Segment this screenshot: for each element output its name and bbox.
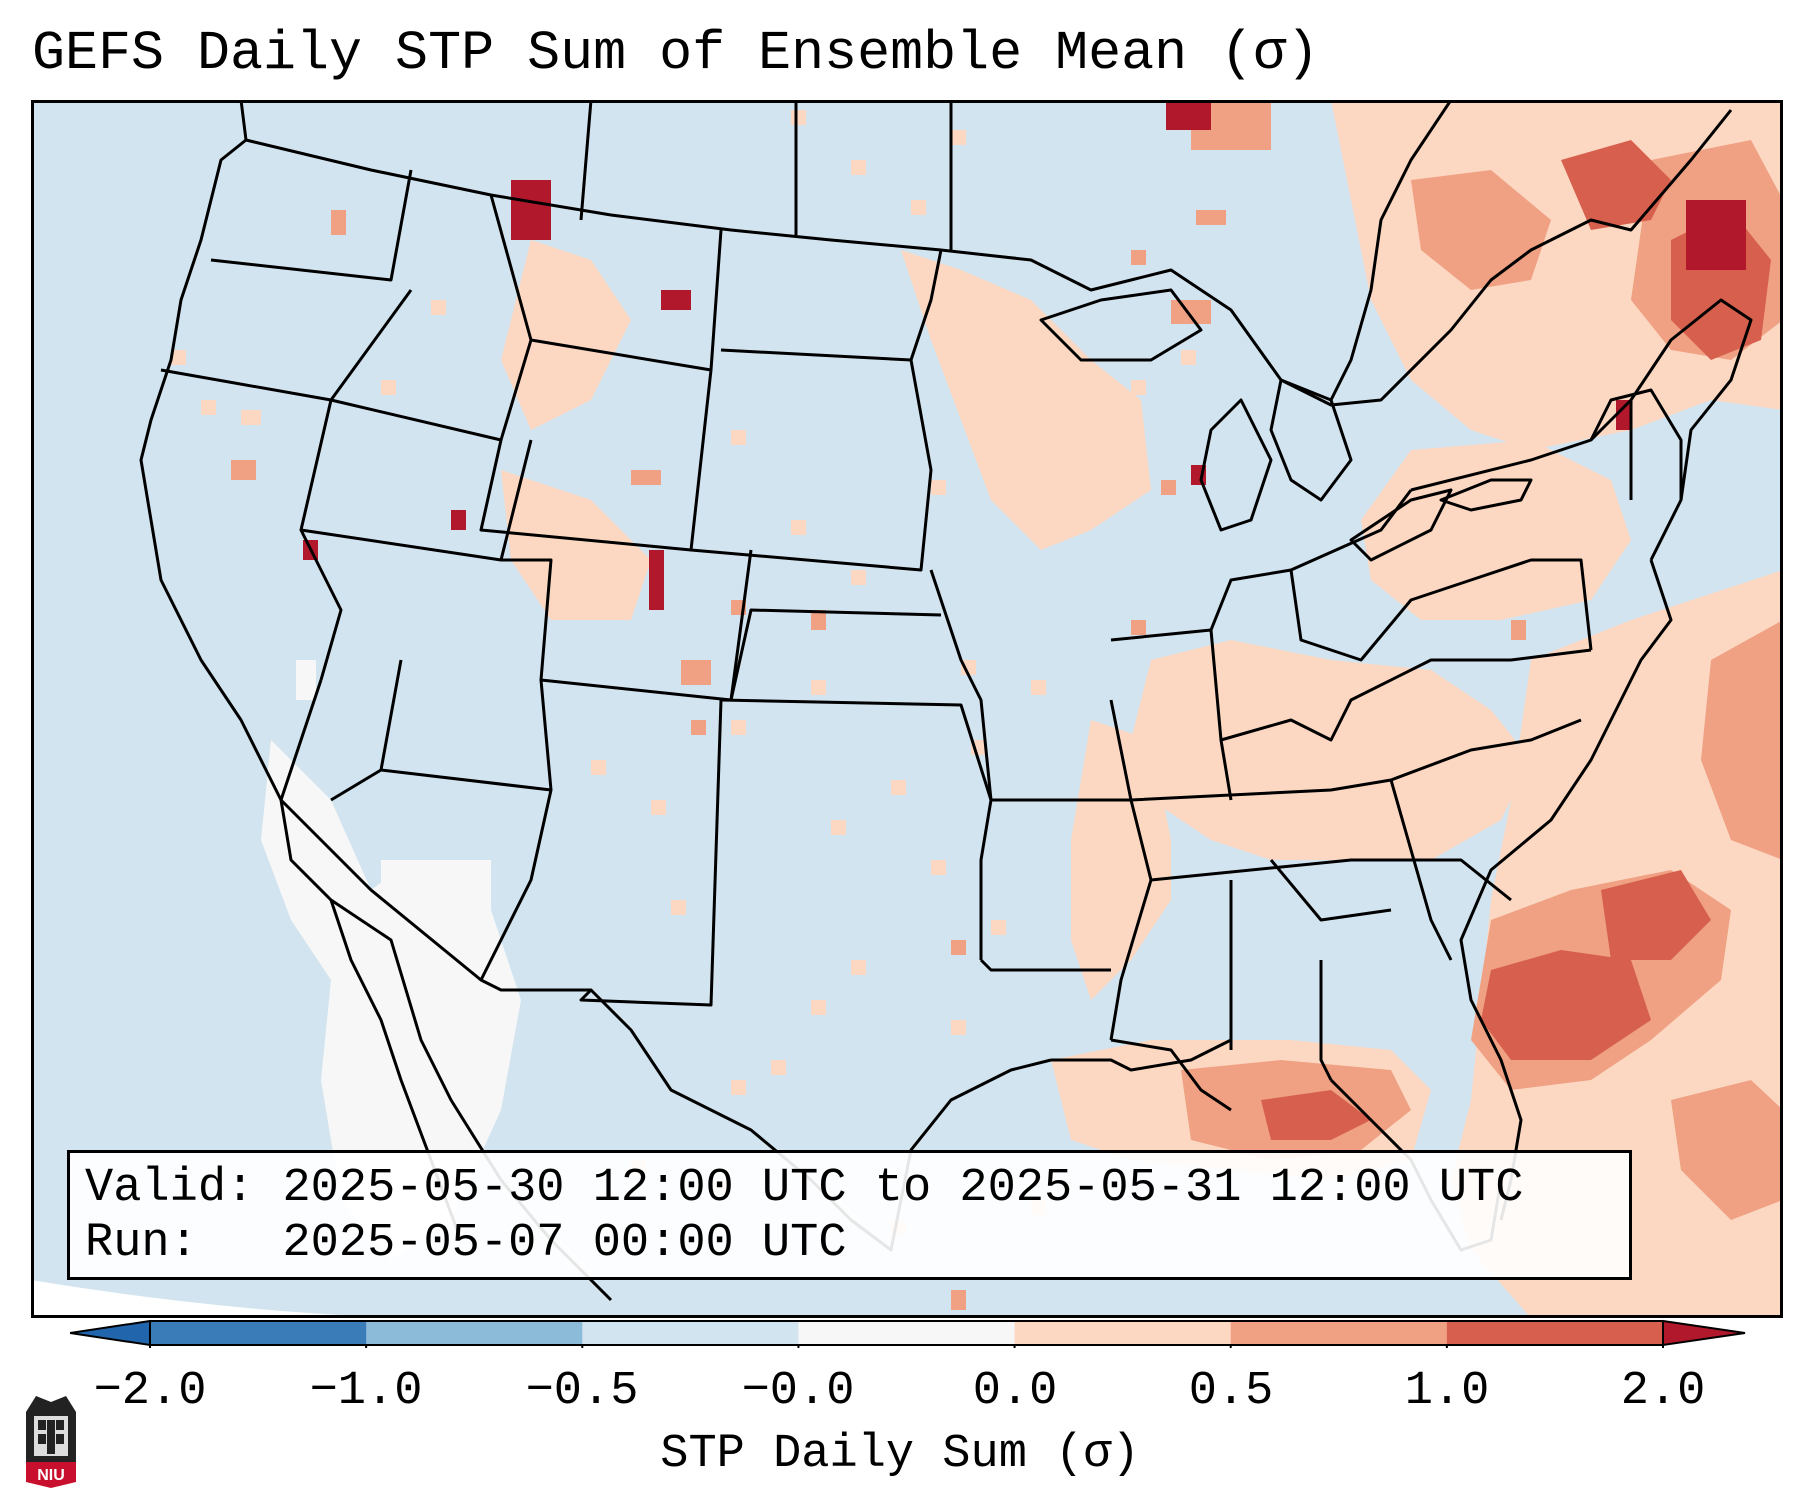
colorbar-tick: 0.5 [1188, 1365, 1274, 1418]
valid-label: Valid: [85, 1162, 255, 1215]
colorbar-tick: 2.0 [1620, 1365, 1706, 1418]
colorbar [70, 1319, 1746, 1348]
scattered-medium-cells [231, 210, 1526, 1310]
colorbar-tick: −0.5 [525, 1365, 639, 1418]
scattered-cells [171, 110, 1196, 1235]
colorbar-tick: −0.0 [741, 1365, 855, 1418]
colorbar-tick: 0.0 [972, 1365, 1058, 1418]
map-frame [31, 100, 1783, 1318]
validity-info-box: Valid: 2025-05-30 12:00 UTC to 2025-05-3… [67, 1150, 1632, 1280]
colorbar-segment [150, 1321, 367, 1345]
near-zero-regions [261, 660, 521, 1260]
colorbar-segment [1230, 1321, 1448, 1345]
run-label: Run: [85, 1217, 198, 1270]
map-panel [31, 100, 1783, 1318]
colorbar-segment [1014, 1321, 1232, 1345]
colorbar-tick: −2.0 [93, 1365, 207, 1418]
colorbar-segment [1446, 1321, 1664, 1345]
niu-logo: NIU [26, 1396, 76, 1488]
logo-text: NIU [37, 1467, 65, 1484]
colorbar-extend-high [1662, 1319, 1746, 1347]
colorbar-segment [366, 1321, 583, 1345]
colorbar-segment [582, 1321, 799, 1345]
valid-value: 2025-05-30 12:00 UTC to 2025-05-31 12:00… [282, 1162, 1524, 1215]
run-value: 2025-05-07 00:00 UTC [282, 1217, 847, 1270]
projection-edge [31, 1280, 631, 1318]
figure-title: GEFS Daily STP Sum of Ensemble Mean (σ) [32, 22, 1320, 85]
positive-extreme-cells [303, 100, 1746, 610]
colorbar-extend-low [70, 1319, 151, 1347]
colorbar-label: STP Daily Sum (σ) [660, 1428, 1140, 1481]
colorbar-tick: 1.0 [1404, 1365, 1490, 1418]
colorbar-segment [798, 1321, 1016, 1345]
colorbar-tick: −1.0 [309, 1365, 423, 1418]
colorbar-border [149, 1320, 1664, 1346]
